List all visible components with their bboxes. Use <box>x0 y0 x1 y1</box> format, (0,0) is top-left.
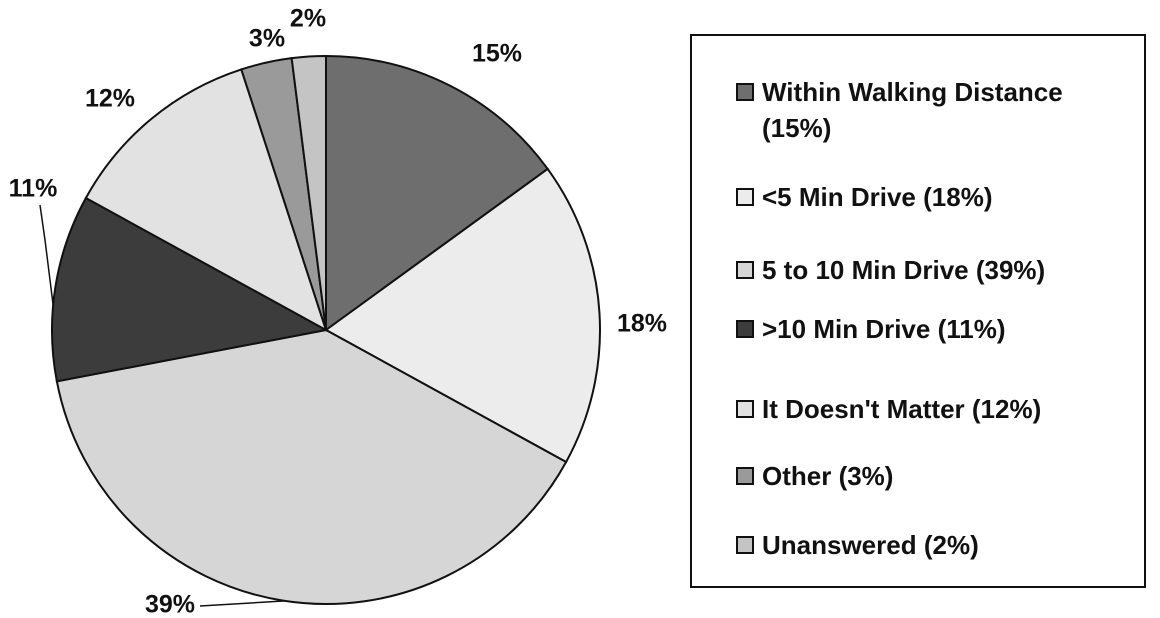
data-label: 39% <box>145 591 195 618</box>
pie-slice <box>325 54 550 332</box>
legend-item: <5 Min Drive (18%) <box>736 179 1160 215</box>
legend-swatch <box>736 467 754 485</box>
legend: Within Walking Distance (15%) <5 Min Driv… <box>690 34 1146 588</box>
legend-label: Unanswered (2%) <box>762 530 979 560</box>
legend-label: <5 Min Drive (18%) <box>762 182 993 212</box>
legend-item: Other (3%) <box>736 458 1160 494</box>
legend-swatch <box>736 320 754 338</box>
pie-slice <box>55 328 568 605</box>
legend-swatch <box>736 261 754 279</box>
legend-label: >10 Min Drive (11%) <box>762 314 1006 344</box>
data-label: 15% <box>472 40 522 68</box>
data-label: 12% <box>85 85 135 113</box>
data-label: 3% <box>249 25 285 53</box>
pie-slice <box>324 167 601 464</box>
legend-label: Other (3%) <box>762 461 894 491</box>
legend-item: 5 to 10 Min Drive (39%) <box>736 252 1160 288</box>
pie-slice <box>51 196 329 383</box>
pie-slice <box>290 54 327 331</box>
legend-item: It Doesn't Matter (12%) <box>736 391 1160 427</box>
legend-item: Within Walking Distance (15%) <box>736 74 1132 146</box>
leader-line <box>39 204 56 321</box>
data-label: 18% <box>617 310 667 338</box>
legend-swatch <box>736 188 754 206</box>
data-label: 2% <box>290 5 326 33</box>
pie-area: 15% 18% 39% 11% 12% 3%2% <box>9 5 667 618</box>
legend-label: 5 to 10 Min Drive (39%) <box>762 255 1046 285</box>
legend-item: Unanswered (2%) <box>736 527 1160 563</box>
data-label: 11% <box>9 175 58 203</box>
legend-swatch <box>736 400 754 418</box>
legend-swatch <box>736 536 754 554</box>
legend-item: >10 Min Drive (11%) <box>736 311 1160 347</box>
legend-label: It Doesn't Matter (12%) <box>762 394 1042 424</box>
pie-slice <box>84 68 328 333</box>
legend-swatch <box>736 83 754 101</box>
legend-label: Within Walking Distance (15%) <box>762 77 1063 143</box>
